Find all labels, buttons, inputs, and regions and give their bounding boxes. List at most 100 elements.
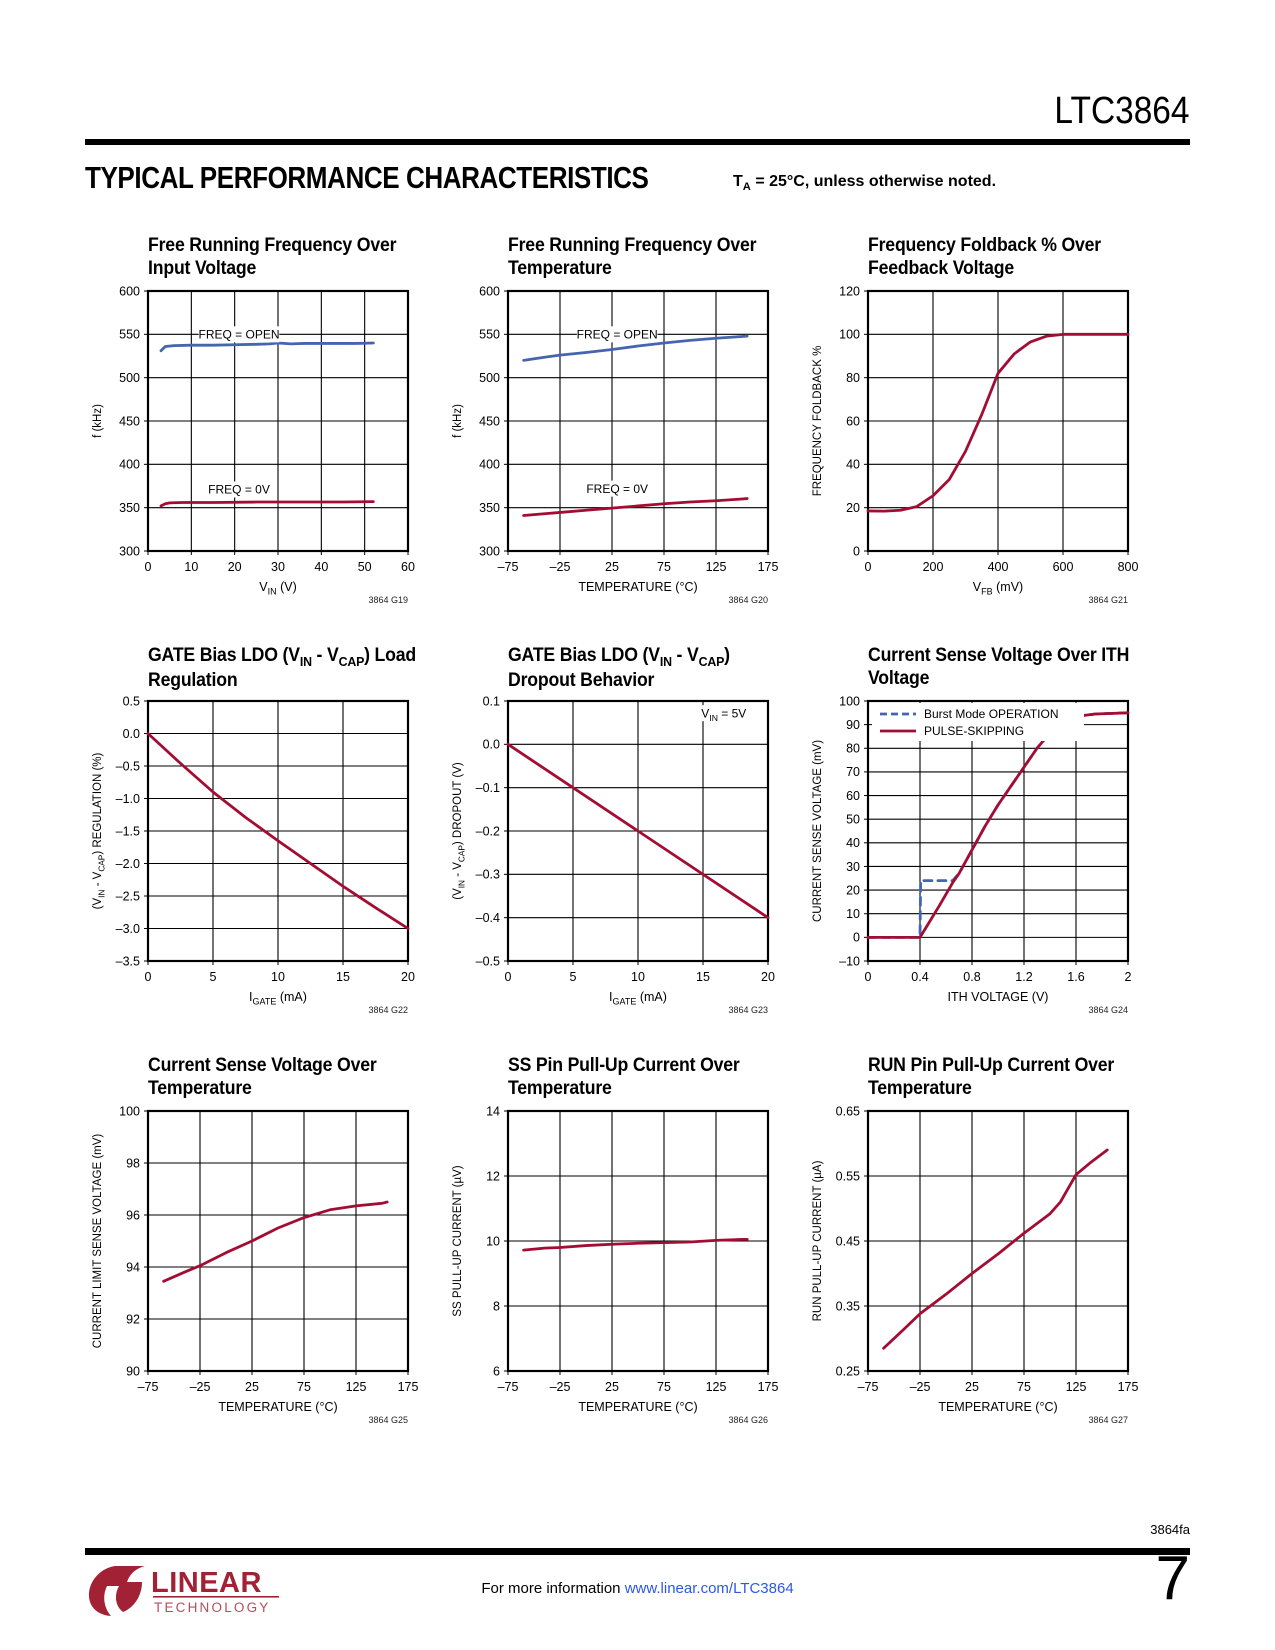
y-tick-label: 70 (846, 765, 860, 779)
legend-bg (872, 703, 1084, 741)
annotation-label: FREQ = 0V (208, 483, 270, 497)
y-tick-label: 600 (119, 285, 140, 298)
chart-plot: –75 –25 25 75 125 175 6 8 10 12 14 TEMPERATURE (°C)… (452, 1105, 778, 1425)
y-tick-label: 600 (479, 285, 500, 298)
chart-plot: 0 10 20 30 40 50 60 300 350 400 450 500 550 600 FREQ =… (92, 285, 415, 605)
x-tick-label: 15 (696, 970, 710, 984)
plot-border (146, 699, 410, 963)
y-tick-label: 350 (119, 501, 140, 515)
y-tick-label: –2.0 (116, 857, 140, 871)
x-tick-label: 25 (245, 1380, 259, 1394)
y-tick-label: –0.5 (476, 954, 500, 968)
x-tick-label: 10 (184, 560, 198, 574)
y-tick-label: 0.1 (483, 695, 500, 708)
series-curve (162, 1200, 389, 1283)
y-tick-label: 20 (846, 501, 860, 515)
x-tick-label: 400 (988, 560, 1009, 574)
chart-title: Current Sense Voltage Over ITH Voltage (868, 645, 1130, 689)
x-axis-label: ITH VOLTAGE (V) (948, 990, 1049, 1004)
graph-id: 3864 G22 (368, 1005, 408, 1015)
y-axis-label: CURRENT SENSE VOLTAGE (mV) (812, 740, 824, 922)
x-tick-label: –75 (858, 1380, 879, 1394)
series-curve (506, 742, 770, 920)
x-tick-label: 175 (758, 560, 779, 574)
y-tick-label: 30 (846, 860, 860, 874)
x-tick-label: 1.6 (1067, 970, 1084, 984)
logo-text-linear: LINEAR (151, 1567, 262, 1599)
y-tick-label: –0.1 (476, 781, 500, 795)
y-tick-label: 300 (479, 544, 500, 558)
chart-current-sense-voltage-over-ith-voltage: Current Sense Voltage Over ITH Voltage 0 0.… (805, 645, 1165, 1055)
y-tick-label: 98 (126, 1156, 140, 1170)
y-tick-label: 120 (839, 285, 860, 298)
y-tick-label: 60 (846, 414, 860, 428)
x-tick-label: 175 (1118, 1380, 1139, 1394)
chart-plot: 0 5 10 15 20 0.5 0.0 –0.5 –1.0 –1.5 –2.0 –2.5 –3.0 –3… (92, 695, 415, 1015)
x-tick-label: 75 (297, 1380, 311, 1394)
x-tick-label: 200 (923, 560, 944, 574)
footer-link[interactable]: www.linear.com/LTC3864 (624, 1580, 794, 1597)
page-number: 7 (1155, 1544, 1190, 1613)
plot-border (866, 289, 1130, 553)
y-tick-label: 100 (839, 328, 860, 342)
x-tick-label: –25 (190, 1380, 211, 1394)
y-tick-label: 0 (853, 931, 860, 945)
chart-plot: –75 –25 25 75 125 175 300 350 400 450 500 550 600 FRE… (452, 285, 779, 605)
x-tick-label: 20 (761, 970, 775, 984)
plot-border (146, 1109, 410, 1373)
y-tick-label: 450 (119, 414, 140, 428)
y-tick-label: 90 (126, 1364, 140, 1378)
y-tick-label: 0.25 (836, 1364, 860, 1378)
y-tick-label: –1.5 (116, 824, 140, 838)
annotation-label: VIN = 5V (701, 706, 746, 723)
chart-plot: –75 –25 25 75 125 175 90 92 94 96 98 100 TEMPERATURE… (92, 1105, 419, 1425)
x-tick-label: –75 (498, 1380, 519, 1394)
y-tick-label: 0.5 (123, 695, 140, 708)
series-curve (159, 500, 375, 508)
section-title: TYPICAL PERFORMANCE CHARACTERISTICS (85, 160, 649, 195)
y-tick-label: 450 (479, 414, 500, 428)
x-tick-label: 0 (145, 560, 152, 574)
x-tick-label: 25 (605, 1380, 619, 1394)
x-tick-label: 25 (965, 1380, 979, 1394)
chart-free-running-frequency-over-temperature: Free Running Frequency Over Temperature –7… (445, 235, 805, 645)
x-tick-label: 75 (657, 560, 671, 574)
y-tick-label: –3.5 (116, 954, 140, 968)
y-tick-label: 400 (119, 458, 140, 472)
header-rule (85, 139, 1190, 145)
x-axis-label: TEMPERATURE (°C) (938, 1400, 1057, 1414)
y-tick-label: 550 (119, 328, 140, 342)
x-tick-label: –25 (550, 560, 571, 574)
y-tick-label: 80 (846, 742, 860, 756)
y-tick-label: 350 (479, 501, 500, 515)
y-tick-label: 100 (839, 695, 860, 708)
chart-title: Free Running Frequency Over Temperature (508, 235, 757, 279)
x-axis-label: IGATE (mA) (609, 990, 667, 1007)
y-tick-label: –3.0 (116, 922, 140, 936)
x-tick-label: 1.2 (1015, 970, 1032, 984)
y-tick-label: –2.5 (116, 889, 140, 903)
x-tick-label: 800 (1118, 560, 1139, 574)
y-tick-label: 100 (119, 1105, 140, 1118)
x-tick-label: 175 (398, 1380, 419, 1394)
y-axis-label: f (kHz) (92, 404, 104, 438)
chart-title: SS Pin Pull-Up Current Over Temperature (508, 1055, 740, 1099)
y-axis-label: FREQUENCY FOLDBACK % (812, 346, 824, 497)
chart-title: Frequency Foldback % Over Feedback Voltag… (868, 235, 1101, 279)
x-tick-label: 125 (706, 1380, 727, 1394)
y-axis-label: f (kHz) (452, 404, 464, 438)
y-tick-label: 6 (493, 1364, 500, 1378)
series-curve (522, 497, 749, 517)
y-axis-label: (VIN - VCAP) REGULATION (%) (92, 752, 107, 909)
y-tick-label: 10 (846, 907, 860, 921)
chart-frequency-foldback-over-feedback-voltage: Frequency Foldback % Over Feedback Voltag… (805, 235, 1165, 645)
chart-title: GATE Bias LDO (VIN - VCAP) Dropout Behavi… (508, 645, 730, 691)
x-tick-label: 10 (631, 970, 645, 984)
graph-id: 3864 G21 (1088, 595, 1128, 605)
graph-id: 3864 G27 (1088, 1415, 1128, 1425)
x-tick-label: 600 (1053, 560, 1074, 574)
series-curve (522, 334, 749, 362)
series-curve (159, 341, 375, 353)
series-curve (146, 732, 410, 930)
x-axis-label: TEMPERATURE (°C) (578, 1400, 697, 1414)
